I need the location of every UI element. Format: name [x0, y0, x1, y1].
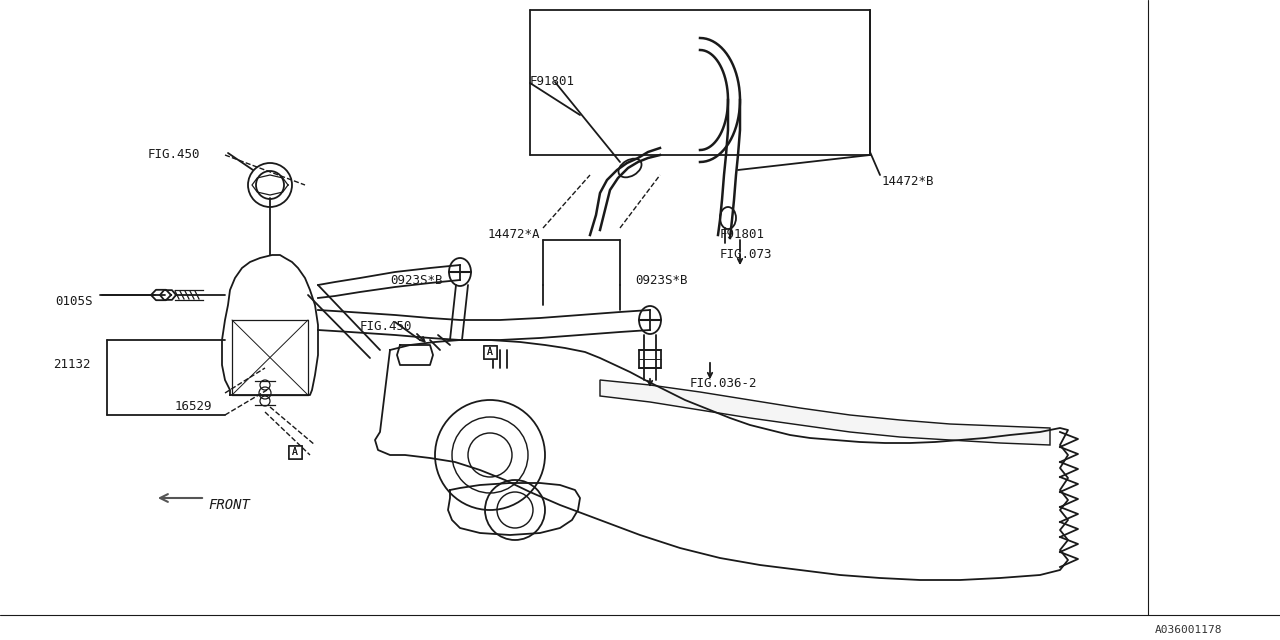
- Text: FIG.073: FIG.073: [719, 248, 773, 261]
- Text: A: A: [292, 447, 298, 457]
- Text: F91801: F91801: [530, 75, 575, 88]
- Text: 0923S*B: 0923S*B: [390, 274, 443, 287]
- Text: A: A: [488, 347, 493, 357]
- Text: 14472*B: 14472*B: [882, 175, 934, 188]
- Text: 21132: 21132: [52, 358, 91, 371]
- Text: F91801: F91801: [719, 228, 765, 241]
- Text: A: A: [292, 447, 298, 457]
- Text: 16529: 16529: [175, 400, 212, 413]
- Text: FRONT: FRONT: [207, 498, 250, 512]
- Text: FIG.450: FIG.450: [360, 320, 412, 333]
- Text: 0105S: 0105S: [55, 295, 92, 308]
- Polygon shape: [600, 380, 1050, 445]
- Bar: [484, 346, 497, 359]
- Bar: [289, 446, 302, 459]
- Bar: [639, 350, 660, 368]
- Text: FIG.036-2: FIG.036-2: [690, 377, 758, 390]
- Text: 0923S*B: 0923S*B: [635, 274, 687, 287]
- Text: FIG.450: FIG.450: [148, 148, 201, 161]
- Bar: [484, 346, 497, 359]
- Bar: [289, 446, 302, 459]
- Text: 14472*A: 14472*A: [488, 228, 540, 241]
- Text: A036001178: A036001178: [1155, 625, 1222, 635]
- Text: A: A: [488, 347, 493, 357]
